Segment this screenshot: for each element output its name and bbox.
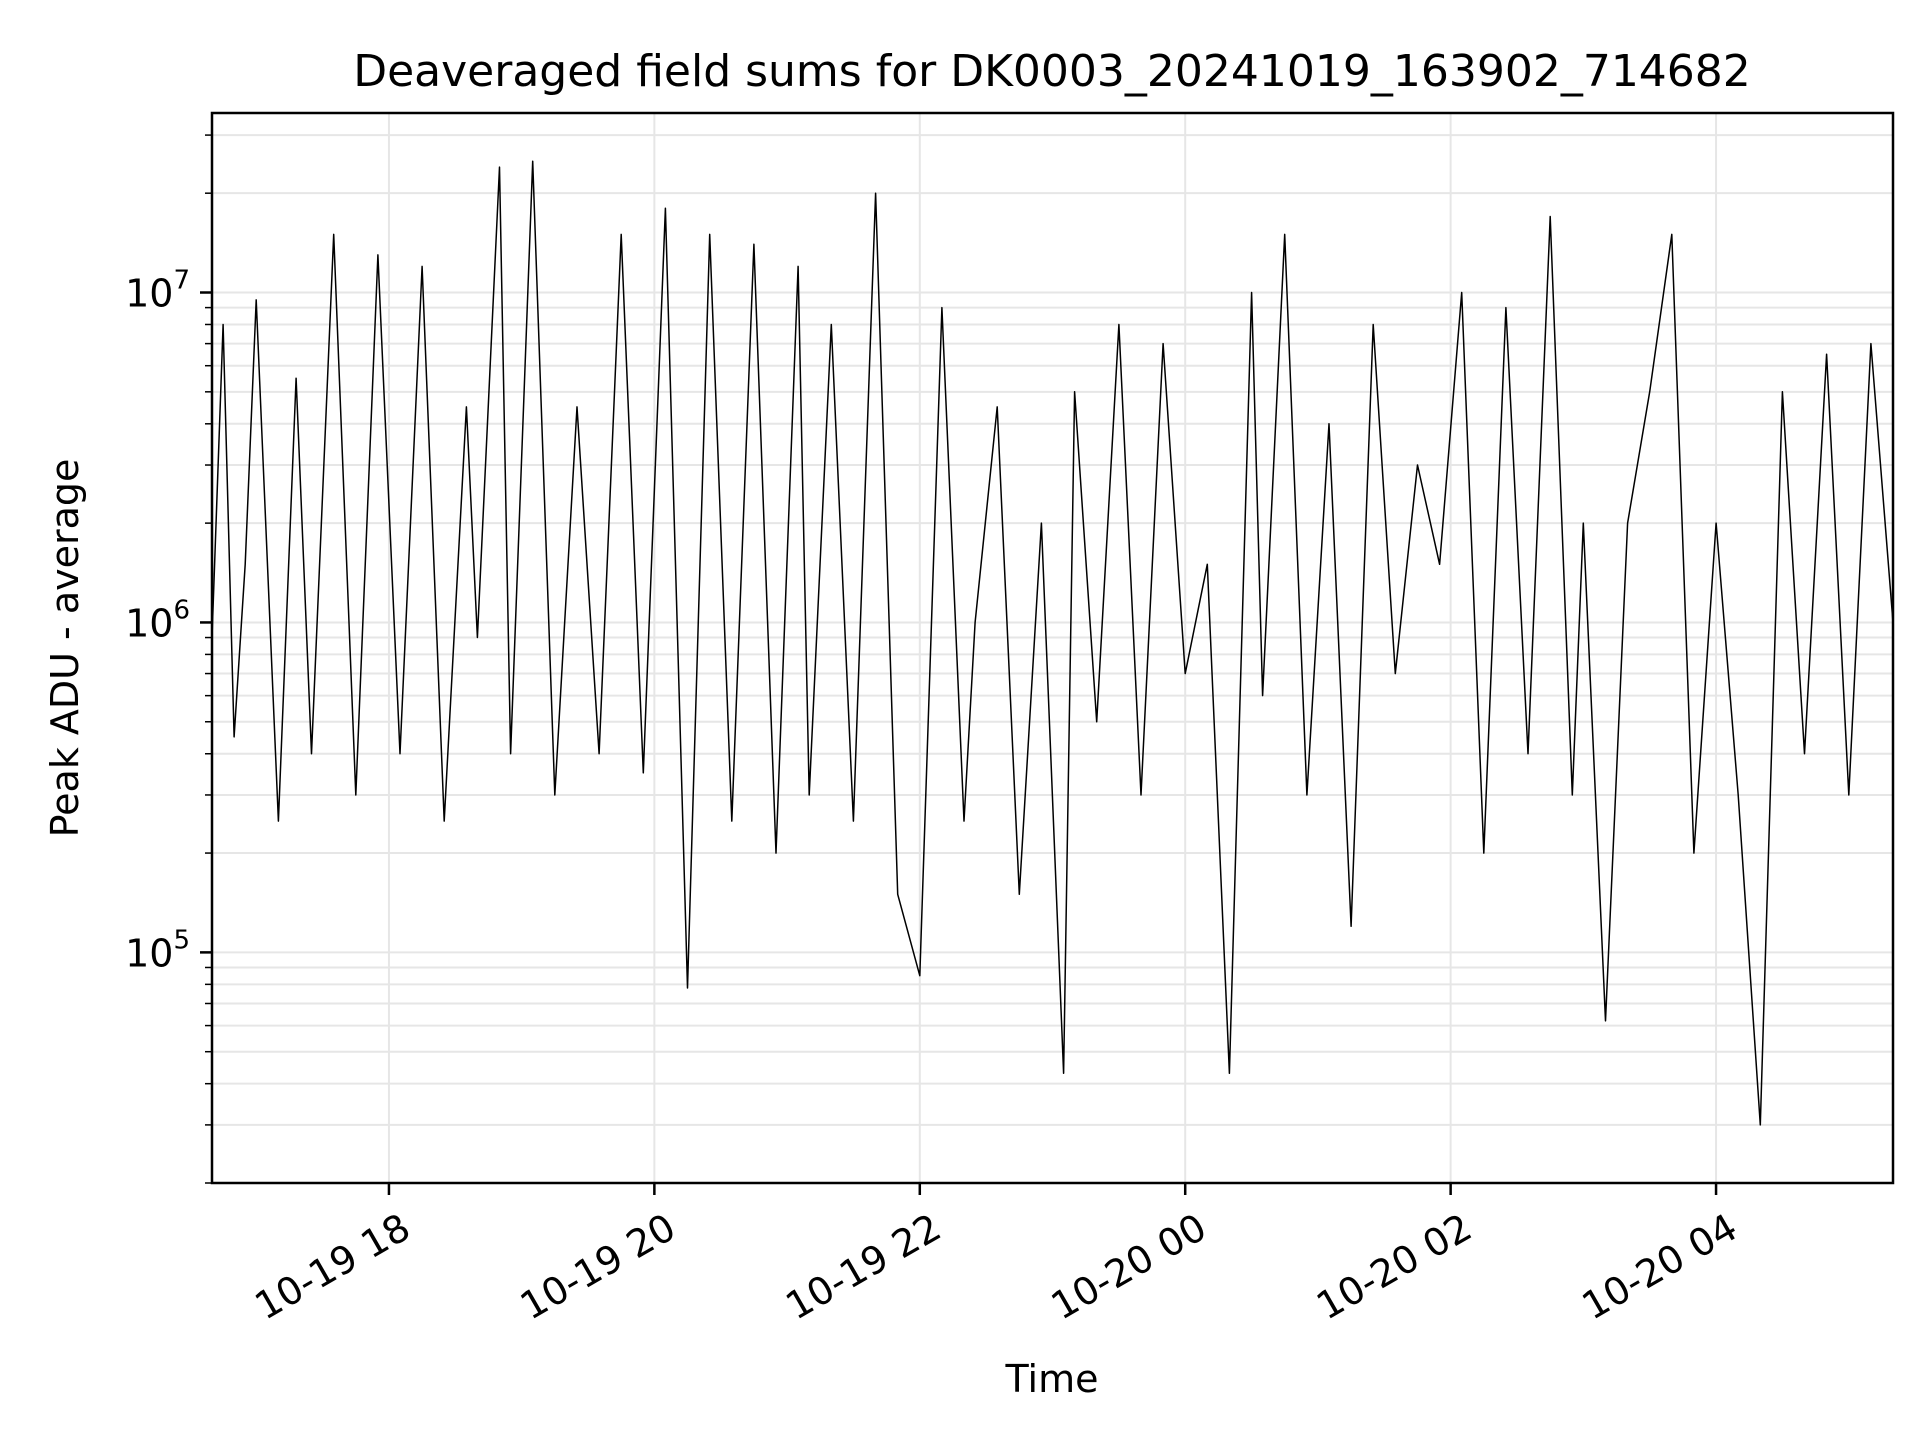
x-tick-label: 10-20 00 bbox=[1044, 1205, 1214, 1329]
series-line bbox=[211, 160, 1894, 1126]
x-tick-label: 10-20 04 bbox=[1575, 1205, 1745, 1329]
x-tick-label: 10-20 02 bbox=[1309, 1205, 1479, 1329]
x-axis-label: Time bbox=[1005, 1357, 1099, 1401]
x-tick-label: 10-19 18 bbox=[247, 1205, 417, 1329]
y-tick-label: 107 bbox=[125, 266, 190, 316]
x-tick-label: 10-19 22 bbox=[778, 1205, 948, 1329]
y-tick-label: 106 bbox=[125, 595, 190, 645]
y-axis-label: Peak ADU - average bbox=[43, 459, 87, 838]
grid-layer bbox=[212, 113, 1893, 1184]
y-tick-label: 105 bbox=[125, 925, 190, 975]
y-axis-ticks: 105 106 107 bbox=[125, 134, 212, 1184]
plot-frame bbox=[210, 111, 1895, 1185]
x-tick-label: 10-19 20 bbox=[513, 1205, 683, 1329]
chart-title: Deaveraged field sums for DK0003_2024101… bbox=[353, 46, 1751, 97]
series-layer bbox=[211, 160, 1894, 1126]
x-axis-ticks: 10-19 18 10-19 20 10-19 22 10-20 00 10-20 02… bbox=[247, 1183, 1745, 1329]
